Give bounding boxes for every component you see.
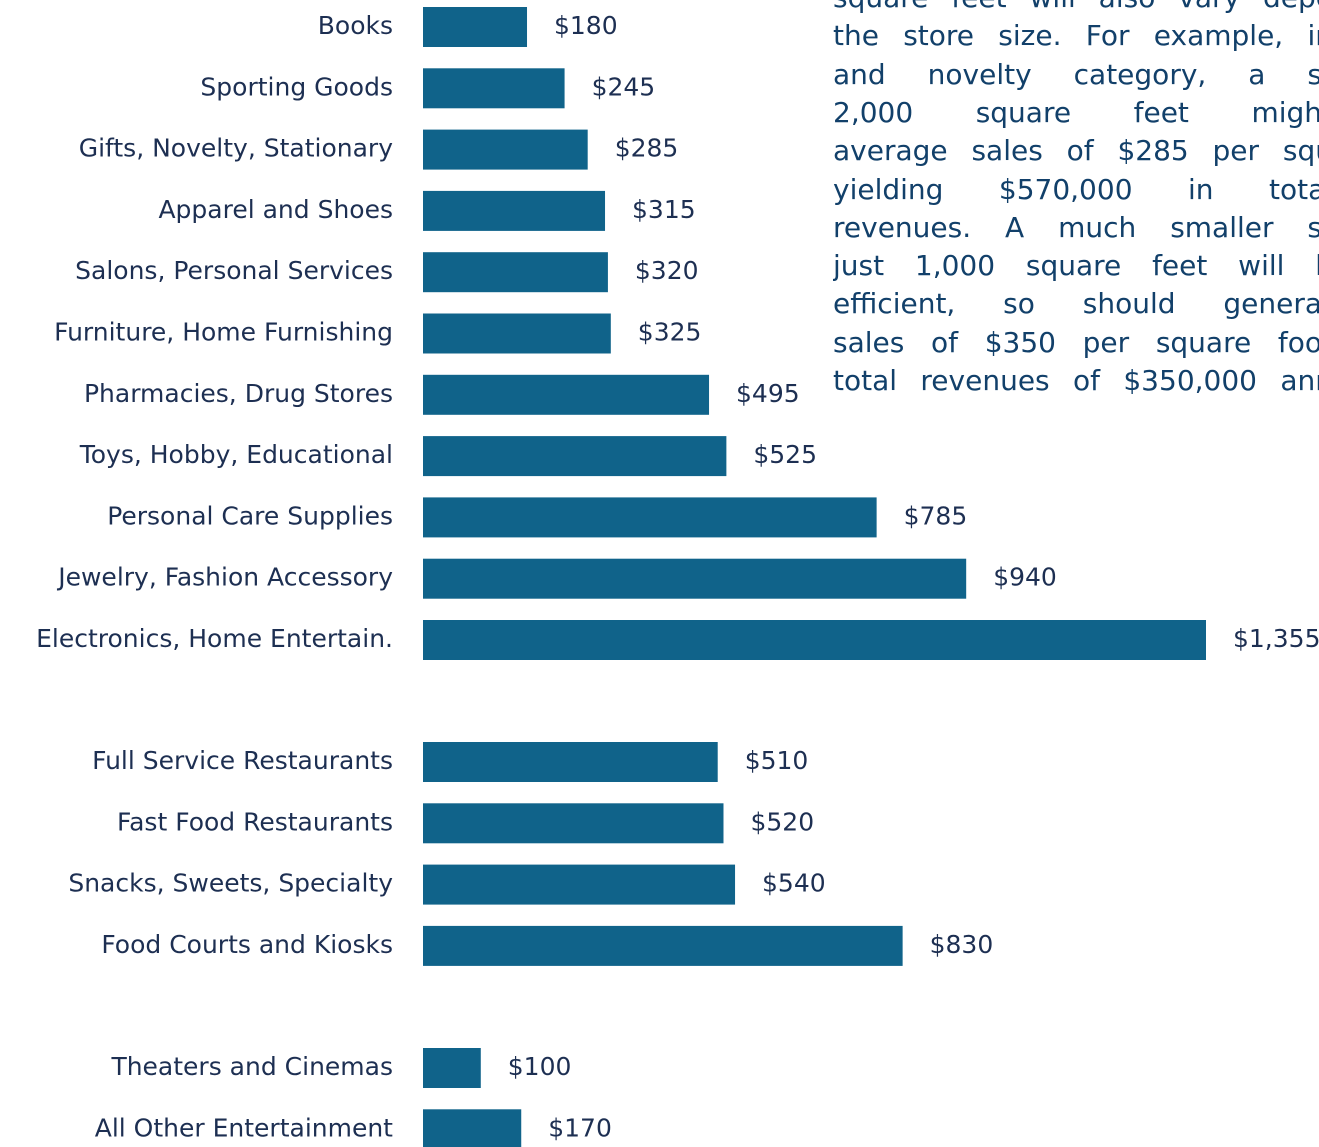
category-label: Furniture, Home Furnishing — [54, 318, 393, 347]
paragraph-line: the store size. For example, in — [833, 19, 1319, 53]
value-label: $170 — [548, 1113, 612, 1142]
value-label: $940 — [993, 563, 1057, 592]
bar — [423, 497, 877, 538]
category-label: Gifts, Novelty, Stationary — [79, 134, 393, 163]
value-label: $520 — [750, 807, 814, 836]
bar — [423, 925, 903, 966]
category-label: All Other Entertainment — [95, 1113, 393, 1142]
paragraph-line: total revenues of $350,000 ann — [833, 364, 1319, 397]
paragraph-line: sales of $350 per square foot — [833, 325, 1319, 359]
category-label: Personal Care Supplies — [107, 501, 393, 530]
paragraph-line: yielding $570,000 in total — [833, 172, 1319, 206]
value-label: $285 — [615, 134, 679, 163]
category-label: Apparel and Shoes — [158, 195, 393, 224]
value-label: $785 — [904, 501, 968, 530]
bar — [423, 129, 588, 170]
value-label: $1,355 — [1233, 624, 1319, 653]
paragraph-line: square feet will also vary depe — [833, 0, 1319, 17]
category-label: Electronics, Home Entertain. — [36, 624, 393, 653]
category-label: Books — [318, 11, 393, 40]
paragraph-line: revenues. A much smaller st — [833, 210, 1319, 244]
category-label: Salons, Personal Services — [75, 256, 393, 285]
value-label: $100 — [508, 1052, 572, 1081]
paragraph-line: just 1,000 square feet will b — [833, 249, 1319, 283]
value-label: $525 — [753, 440, 817, 469]
bar — [423, 558, 967, 599]
bar — [423, 436, 727, 477]
value-label: $510 — [745, 746, 809, 775]
category-label: Food Courts and Kiosks — [101, 930, 393, 959]
category-label: Theaters and Cinemas — [110, 1052, 393, 1081]
category-label: Toys, Hobby, Educational — [79, 440, 393, 469]
category-label: Pharmacies, Drug Stores — [84, 379, 393, 408]
value-label: $540 — [762, 869, 826, 898]
value-label: $180 — [554, 11, 618, 40]
bar — [423, 742, 718, 782]
value-label: $245 — [592, 72, 656, 101]
category-label: Full Service Restaurants — [92, 746, 393, 775]
bar — [423, 68, 565, 109]
value-label: $830 — [930, 930, 994, 959]
bar — [423, 7, 528, 47]
bar — [423, 1048, 481, 1088]
bar — [423, 864, 736, 905]
bar — [423, 620, 1206, 660]
bar — [423, 374, 710, 415]
bar — [423, 252, 608, 293]
category-label: Jewelry, Fashion Accessory — [56, 563, 393, 592]
category-label: Sporting Goods — [200, 72, 393, 101]
value-label: $320 — [635, 256, 699, 285]
paragraph-line: efficient, so should generat — [833, 287, 1319, 321]
bar — [423, 803, 724, 844]
category-label: Fast Food Restaurants — [117, 807, 393, 836]
bar — [423, 190, 606, 231]
value-label: $495 — [736, 379, 800, 408]
category-label: Snacks, Sweets, Specialty — [68, 869, 393, 898]
value-label: $315 — [632, 195, 696, 224]
paragraph-line: and novelty category, a st — [833, 57, 1319, 91]
paragraph-line: 2,000 square feet might — [833, 95, 1319, 129]
value-label: $325 — [638, 318, 702, 347]
bar — [423, 1109, 522, 1147]
bar — [423, 313, 611, 354]
paragraph-line: average sales of $285 per squ — [833, 134, 1319, 168]
